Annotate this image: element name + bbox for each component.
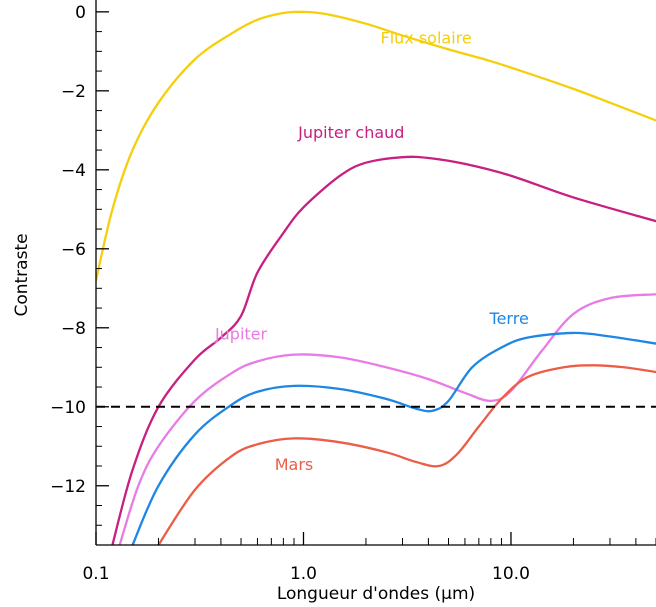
y-tick-label: 0 [75, 3, 86, 23]
y-tick-label: −2 [61, 82, 86, 102]
y-tick-label: −4 [61, 161, 86, 181]
x-axis-label: Longueur d'ondes (μm) [277, 584, 475, 604]
series-label-jupiter: Jupiter [214, 325, 268, 344]
series-line-jupiter [118, 293, 656, 545]
series-label-terre: Terre [489, 309, 529, 328]
series-line-flux-solaire [96, 10, 656, 282]
y-tick-label: −10 [50, 398, 86, 418]
x-tick-label: 1.0 [290, 564, 317, 584]
series-label-mars: Mars [275, 455, 314, 474]
y-tick-label: −6 [61, 240, 86, 260]
series-label-jupiter-chaud: Jupiter chaud [297, 123, 404, 142]
series-label-flux-solaire: Flux solaire [381, 28, 472, 47]
y-tick-label: −12 [50, 477, 86, 497]
x-tick-label: 10.0 [492, 564, 530, 584]
y-tick-label: −8 [61, 319, 86, 339]
series-line-terre [131, 331, 656, 545]
y-axis-label: Contraste [12, 233, 32, 316]
x-tick-label: 0.1 [82, 564, 109, 584]
series-line-jupiter-chaud [111, 155, 656, 545]
series-line-mars [157, 364, 656, 545]
